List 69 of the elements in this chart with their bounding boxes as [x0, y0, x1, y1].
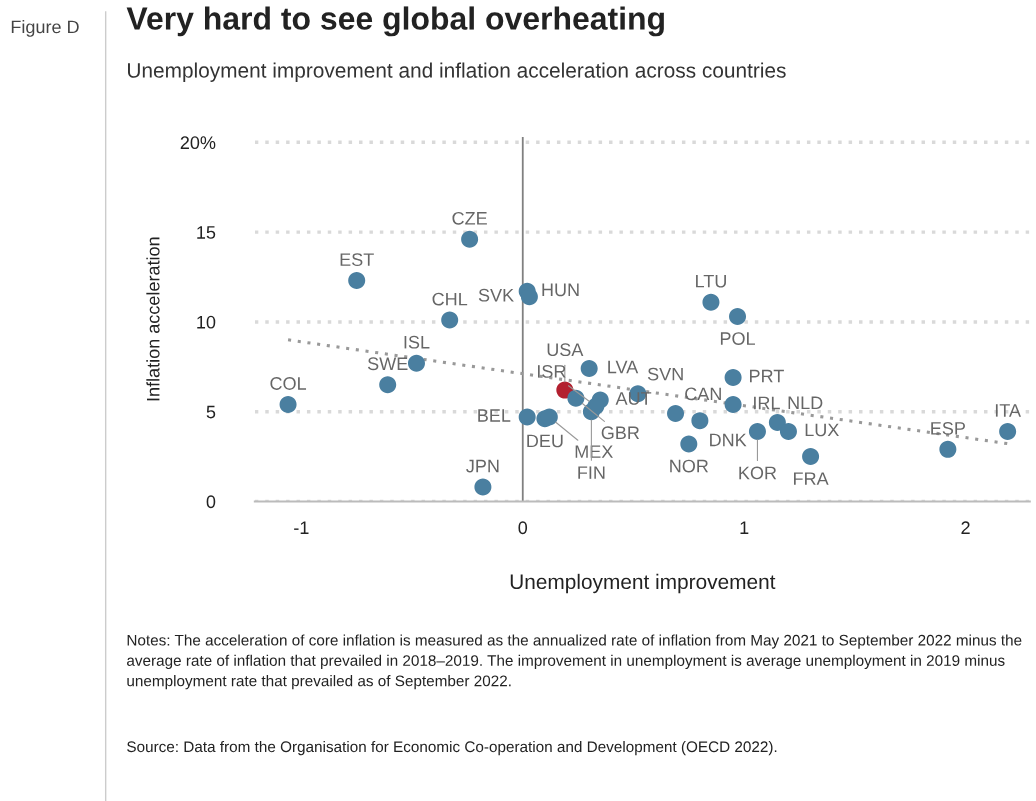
annotation: NOR — [670, 459, 709, 473]
annotation: GBR — [601, 426, 640, 440]
point — [691, 412, 709, 430]
point — [680, 435, 698, 453]
annotation: EST — [340, 253, 374, 266]
annotation: POL — [720, 332, 755, 345]
point — [748, 422, 766, 440]
x-tick-label: 2 — [961, 521, 970, 534]
text: Figure D — [11, 20, 79, 37]
annotation: FRA — [794, 472, 829, 485]
point — [999, 422, 1017, 440]
point — [779, 422, 797, 440]
y-tick-label: 5 — [206, 405, 216, 419]
point — [518, 408, 536, 426]
point — [520, 288, 538, 306]
annotation: LUX — [805, 423, 839, 437]
y-tick-label: 0 — [206, 495, 216, 509]
point — [474, 478, 492, 496]
annotation: COL — [270, 377, 307, 390]
y-tick-label: 10 — [197, 315, 216, 329]
point — [348, 272, 366, 290]
point — [729, 308, 747, 326]
annotation: LVA — [608, 360, 639, 374]
annotation: PRT — [750, 369, 784, 383]
annotation: NLD — [788, 396, 823, 410]
x-tick-label: -1 — [294, 521, 309, 534]
point — [441, 311, 459, 329]
chart-title: Very hard to see global overheating — [126, 6, 664, 37]
chart-subtitle: Unemployment improvement and inflation acceleration across countries — [128, 62, 786, 82]
point — [768, 413, 786, 431]
point — [724, 369, 742, 387]
annotation: LTU — [696, 274, 726, 288]
annotation: IRL — [754, 396, 780, 410]
y-axis-title: Inflation acceleration — [146, 237, 160, 401]
annotation: KOR — [739, 466, 777, 480]
point — [802, 448, 820, 466]
point — [667, 404, 685, 422]
annotation: CZE — [452, 211, 487, 225]
annotation: ISL — [404, 335, 430, 349]
annotation: SVK — [478, 288, 514, 302]
x-tick-label: 1 — [740, 521, 749, 534]
y-tick-label: 20% — [180, 136, 216, 150]
point — [379, 376, 397, 394]
source-note: Source: Data from the Organisation for Economic Co-operation and Development (OECD 2022). — [127, 740, 777, 756]
point — [702, 293, 720, 311]
point — [407, 354, 425, 372]
y-tick-label: 15 — [197, 226, 216, 239]
annotation: USA — [547, 343, 584, 357]
annotation: ITA — [995, 404, 1021, 417]
annotation: SWE — [367, 357, 408, 371]
annotation: DEU — [527, 434, 563, 448]
point — [461, 230, 479, 248]
annotation: CAN — [685, 387, 721, 401]
point — [580, 360, 598, 378]
annotation: CHL — [432, 292, 468, 306]
x-axis-title: Unemployment improvement — [510, 573, 776, 594]
annotation: ESP — [931, 421, 965, 435]
annotation: SVN — [647, 367, 683, 381]
text: Notes: The acceleration of core inflation is measured as the annualized rate of inflation from May 2021 to September 2022 minus the average rate of inflation that prevailed in 2018–2019. The improvement in unemployment is average unemployment in 2019 minus unemployment rate that prevailed as of September 2022. — [127, 634, 1022, 690]
point — [724, 395, 742, 413]
point — [279, 395, 297, 413]
annotation: HUN — [542, 283, 579, 297]
annotation: ISR — [538, 365, 566, 378]
annotation: JPN — [466, 459, 499, 473]
annotation: FIN — [578, 466, 605, 479]
annotation: DNK — [710, 433, 747, 447]
x-tick-label: 0 — [518, 521, 528, 535]
point — [939, 440, 957, 458]
annotation: BEL — [478, 409, 511, 422]
